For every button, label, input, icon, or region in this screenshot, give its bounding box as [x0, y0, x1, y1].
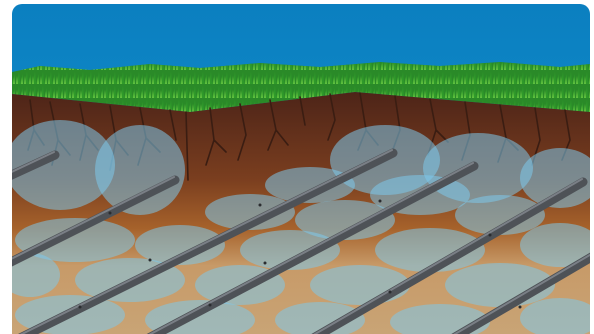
grass-blades — [12, 62, 590, 112]
water-zone — [135, 225, 225, 265]
pipe — [445, 247, 590, 334]
pipe — [305, 177, 588, 334]
water-zone — [295, 200, 395, 240]
water-zone — [15, 218, 135, 262]
water-zone — [205, 194, 295, 230]
pipes — [12, 148, 590, 334]
scene — [12, 4, 590, 334]
water-zone — [455, 195, 545, 235]
water-zone — [12, 253, 60, 297]
water-zone — [275, 302, 365, 334]
water-zone — [95, 125, 185, 215]
water-zone — [12, 120, 115, 210]
water-zone — [520, 223, 590, 267]
water-zone — [310, 265, 410, 305]
water-zone — [265, 167, 355, 203]
pipe — [140, 161, 479, 334]
pipe — [12, 175, 180, 270]
water-zone — [375, 228, 485, 272]
water-zone — [240, 230, 340, 270]
pipe — [15, 148, 398, 334]
pipe — [12, 150, 60, 183]
water-zone — [520, 298, 590, 334]
water-zone — [520, 148, 590, 208]
